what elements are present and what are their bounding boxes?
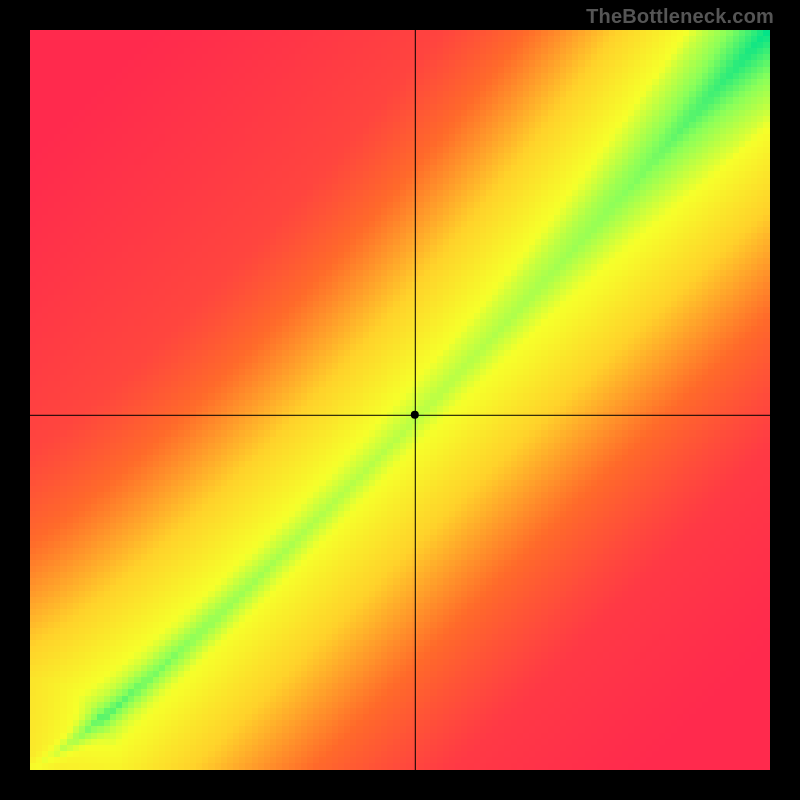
chart-container: TheBottleneck.com	[0, 0, 800, 800]
watermark-text: TheBottleneck.com	[586, 6, 774, 29]
bottleneck-heatmap-canvas	[30, 30, 770, 770]
